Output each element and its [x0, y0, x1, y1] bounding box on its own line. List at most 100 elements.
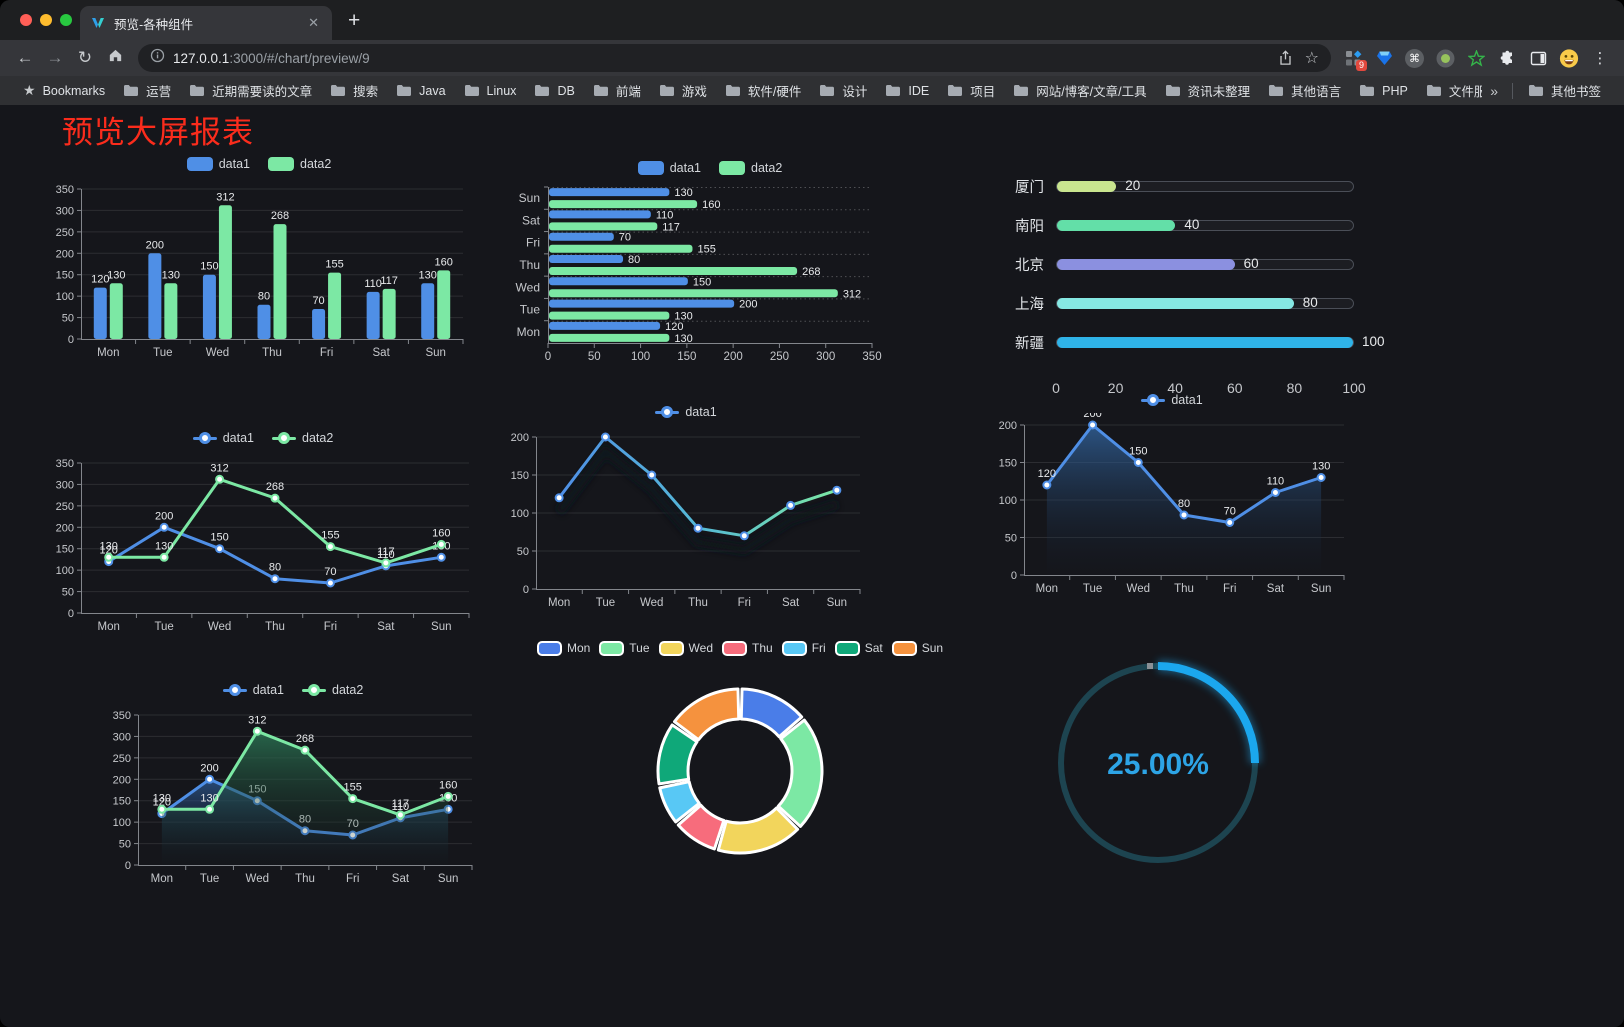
legend-item-data1[interactable]: data1 — [655, 405, 717, 419]
window-controls[interactable] — [20, 14, 72, 26]
bookmark-folder[interactable]: 运营 — [114, 81, 180, 100]
svg-text:80: 80 — [258, 291, 270, 303]
svg-text:250: 250 — [56, 227, 74, 239]
home-icon[interactable] — [100, 47, 130, 69]
grouped-bar-chart: data1 data2 0 50 100 150 200 250 300 350 Mon Tue Wed… — [45, 153, 473, 365]
svg-text:Sun: Sun — [425, 347, 445, 359]
legend-item-data2[interactable]: data2 — [272, 431, 333, 445]
folder-icon — [885, 84, 901, 97]
extension-gem-icon[interactable] — [1374, 48, 1394, 68]
close-window-button[interactable] — [20, 14, 32, 26]
bookmark-folder[interactable]: 文件服务器 — [1417, 81, 1482, 100]
svg-text:Sun: Sun — [519, 191, 540, 205]
bookmark-folder[interactable]: Java — [387, 84, 454, 98]
share-icon[interactable] — [1278, 50, 1293, 66]
extension-star-icon[interactable] — [1466, 48, 1486, 68]
legend-item-data2[interactable]: data2 — [719, 161, 782, 175]
bookmarks-overflow-icon[interactable]: » — [1490, 82, 1498, 99]
extension-dot-icon[interactable] — [1435, 48, 1455, 68]
donut-pie-chart — [656, 687, 824, 855]
profile-avatar[interactable] — [1559, 48, 1579, 68]
bookmark-folder[interactable]: 网站/博客/文章/工具 — [1004, 81, 1155, 100]
side-panel-icon[interactable] — [1528, 48, 1548, 68]
tab-close-icon[interactable]: ✕ — [308, 15, 319, 30]
svg-text:200: 200 — [999, 420, 1017, 432]
bookmark-folder[interactable]: IDE — [876, 84, 938, 98]
svg-text:150: 150 — [693, 276, 711, 288]
legend-item-Sat[interactable]: Sat — [834, 640, 883, 656]
minimize-window-button[interactable] — [40, 14, 52, 26]
legend-item-Wed[interactable]: Wed — [658, 640, 713, 656]
bookmark-folder[interactable]: 其他语言 — [1259, 81, 1350, 100]
site-info-icon[interactable] — [150, 48, 165, 68]
bookmark-folder[interactable]: 搜索 — [321, 81, 387, 100]
svg-text:Sat: Sat — [522, 213, 541, 227]
svg-text:312: 312 — [248, 714, 266, 726]
legend-item-Fri[interactable]: Fri — [781, 640, 826, 656]
svg-text:80: 80 — [269, 562, 281, 574]
svg-text:0: 0 — [1011, 570, 1017, 582]
folder-icon — [1165, 84, 1181, 97]
capsule-track: 80 — [1056, 295, 1354, 310]
bookmark-folder[interactable]: Linux — [455, 84, 526, 98]
svg-text:117: 117 — [662, 221, 680, 233]
legend-item-data1[interactable]: data1 — [192, 431, 254, 445]
legend-item-data2[interactable]: data2 — [268, 157, 331, 171]
legend-item-Thu[interactable]: Thu — [722, 640, 773, 656]
bookmark-folder[interactable]: 资讯未整理 — [1156, 81, 1260, 100]
new-tab-button[interactable]: + — [348, 9, 361, 32]
maximize-window-button[interactable] — [60, 14, 72, 26]
capsule-row: 新疆 100 — [1015, 334, 1385, 352]
bookmark-folder[interactable]: 游戏 — [650, 81, 716, 100]
svg-text:150: 150 — [113, 796, 131, 808]
extension-command-icon[interactable]: ⌘ — [1405, 48, 1424, 68]
bookmark-folder[interactable]: PHP — [1350, 84, 1417, 98]
capsule-fill — [1057, 220, 1176, 231]
legend-item-data1[interactable]: data1 — [222, 683, 284, 697]
bookmarks-manager-item[interactable]: ★ Bookmarks — [14, 82, 114, 99]
svg-text:70: 70 — [324, 566, 336, 578]
svg-text:80: 80 — [628, 254, 640, 266]
legend-item-data1[interactable]: data1 — [1141, 393, 1203, 407]
bookmark-folder[interactable]: 项目 — [938, 81, 1004, 100]
svg-text:350: 350 — [56, 184, 74, 196]
tab-bar: 预览-各种组件 ✕ + — [0, 0, 1624, 40]
extensions-puzzle-icon[interactable] — [1497, 48, 1517, 68]
bookmark-folder[interactable]: 前端 — [584, 81, 650, 100]
capsule-axis: 0 20 40 60 80 100 — [1052, 380, 1366, 396]
svg-text:Mon: Mon — [517, 325, 540, 339]
capsule-track: 20 — [1056, 178, 1354, 193]
bookmark-folder[interactable]: DB — [525, 84, 583, 98]
svg-text:312: 312 — [843, 288, 861, 300]
other-bookmarks-folder[interactable]: 其他书签 — [1519, 81, 1610, 100]
legend-item-data2[interactable]: data2 — [302, 683, 363, 697]
capsule-fill — [1057, 298, 1294, 309]
address-bar[interactable]: 127.0.0.1:3000/#/chart/preview/9 ☆ — [138, 44, 1331, 72]
browser-tab[interactable]: 预览-各种组件 ✕ — [80, 6, 332, 40]
bookmark-folder[interactable]: 软件/硬件 — [716, 81, 810, 100]
extension-squares-icon[interactable]: 9 — [1343, 48, 1367, 71]
legend-item-Mon[interactable]: Mon — [536, 640, 590, 656]
svg-text:50: 50 — [1005, 533, 1017, 545]
back-icon[interactable]: ← — [16, 48, 34, 67]
bookmark-folder[interactable]: 设计 — [810, 81, 876, 100]
svg-text:Thu: Thu — [262, 347, 282, 359]
svg-text:160: 160 — [439, 779, 457, 791]
svg-text:130: 130 — [1312, 461, 1330, 473]
capsule-fill — [1057, 181, 1117, 192]
svg-text:155: 155 — [325, 259, 343, 271]
gradient-line-chart: data1 0 50 100 150 200 Mon Tue Wed Thu Fri Sat Sun — [500, 401, 872, 615]
forward-icon[interactable]: → — [46, 48, 64, 67]
legend-item-Sun[interactable]: Sun — [891, 640, 943, 656]
browser-menu-icon[interactable]: ⋮ — [1592, 50, 1608, 67]
svg-text:130: 130 — [100, 540, 118, 552]
svg-text:200: 200 — [739, 299, 757, 311]
reload-icon[interactable]: ↻ — [77, 48, 93, 67]
legend-item-data1[interactable]: data1 — [186, 157, 250, 171]
svg-text:Sat: Sat — [1267, 583, 1285, 595]
bookmark-folder[interactable]: 近期需要读的文章 — [180, 81, 321, 100]
bookmark-page-icon[interactable]: ☆ — [1304, 50, 1319, 67]
svg-text:150: 150 — [511, 470, 529, 482]
legend-item-Tue[interactable]: Tue — [599, 640, 650, 656]
legend-item-data1[interactable]: data1 — [637, 161, 701, 175]
